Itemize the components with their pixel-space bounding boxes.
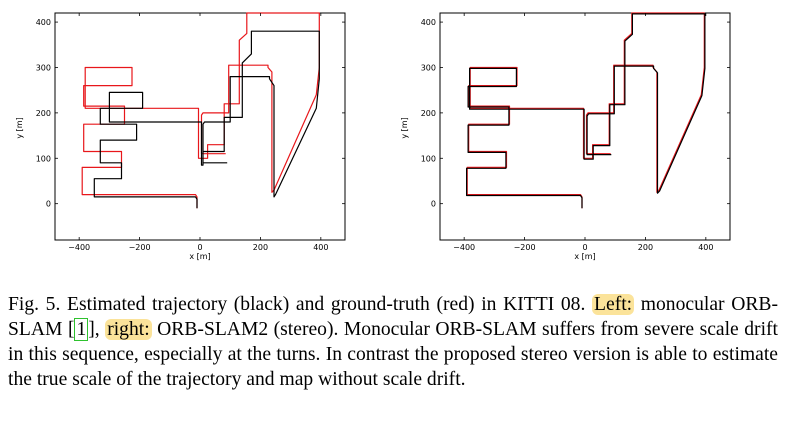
- left-ticks-group: −400 −200 0 200 400 0 100 200 300 400: [36, 13, 345, 252]
- left-ytick-label: 200: [36, 109, 51, 118]
- left-ytick-label: 300: [36, 63, 51, 72]
- caption-mono: monocular ORB-SLAM: [8, 294, 779, 340]
- left-xtick-label: 400: [313, 243, 328, 252]
- left-ytick-label: 0: [46, 200, 51, 209]
- right-estimated-line: [466, 13, 706, 209]
- left-series-group: [81, 12, 320, 209]
- right-xtick-label: 400: [698, 243, 713, 252]
- citation-open: [: [67, 319, 75, 340]
- left-xtick-label: −200: [129, 243, 151, 252]
- left-estimated-line: [93, 30, 320, 209]
- right-y-axis-label: y [m]: [400, 117, 409, 138]
- right-xtick-label: −200: [514, 243, 536, 252]
- right-panel: −400 −200 0 200 400 0 100 200 300 400 x [m] y [m]: [400, 12, 731, 261]
- figure-plots: −400 −200 0 200 400 0 100 200 300 400 x [m] y [m]…: [15, 12, 731, 261]
- citation-link[interactable]: 1: [74, 318, 89, 341]
- right-ytick-label: 400: [421, 18, 436, 27]
- right-series-group: [466, 12, 706, 209]
- left-plot-frame: [54, 12, 346, 241]
- right-ticks-group: −400 −200 0 200 400 0 100 200 300 400: [421, 13, 730, 252]
- left-panel: −400 −200 0 200 400 0 100 200 300 400 x [m] y [m]: [15, 12, 346, 261]
- left-ground-truth-line: [81, 12, 320, 209]
- right-ground-truth-line: [466, 12, 705, 209]
- left-x-axis-label: x [m]: [189, 252, 210, 261]
- left-xtick-label: −400: [68, 243, 90, 252]
- left-xtick-label: 0: [197, 243, 202, 252]
- right-xtick-label: 0: [582, 243, 587, 252]
- left-highlight: Left:: [592, 294, 635, 315]
- citation-close: ],: [88, 319, 100, 340]
- figure-caption: Fig. 5. Estimated trajectory (black) and…: [8, 292, 778, 392]
- right-xtick-label: 200: [638, 243, 653, 252]
- right-xtick-label: −400: [453, 243, 475, 252]
- right-ytick-label: 100: [421, 154, 436, 163]
- caption-intro: Estimated trajectory (black) and ground-…: [67, 294, 586, 315]
- right-x-axis-label: x [m]: [574, 252, 595, 261]
- figure-number: Fig. 5.: [8, 294, 61, 315]
- right-ytick-label: 200: [421, 109, 436, 118]
- left-ytick-label: 400: [36, 18, 51, 27]
- right-ytick-label: 0: [431, 200, 436, 209]
- left-ytick-label: 100: [36, 154, 51, 163]
- right-highlight: right:: [105, 319, 152, 340]
- left-y-axis-label: y [m]: [15, 117, 24, 138]
- right-plot-frame: [439, 12, 731, 241]
- right-ytick-label: 300: [421, 63, 436, 72]
- left-xtick-label: 200: [253, 243, 268, 252]
- caption-rest: ORB-SLAM2 (stereo). Monocular ORB-SLAM s…: [8, 319, 778, 390]
